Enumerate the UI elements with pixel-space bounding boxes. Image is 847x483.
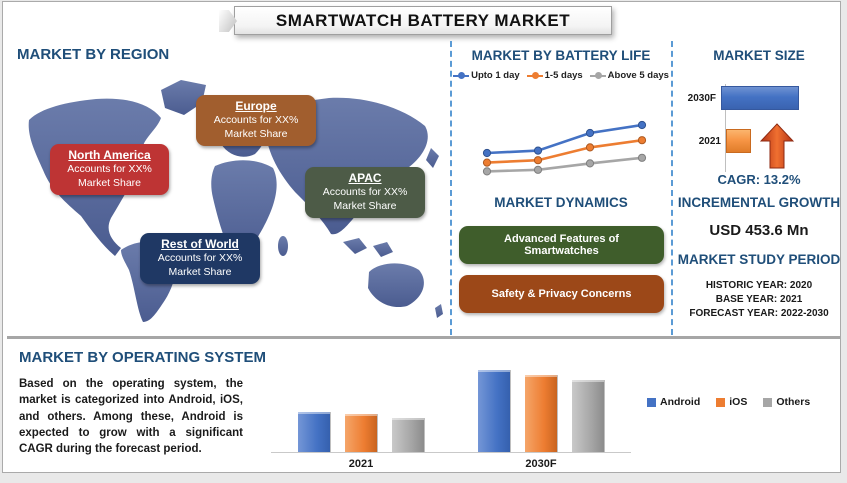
x-axis-label-2021: 2021 bbox=[348, 458, 374, 470]
study-period-rows: HISTORIC YEAR: 2020 BASE YEAR: 2021 FORE… bbox=[667, 279, 847, 322]
bar-category-label: 2021 bbox=[698, 135, 721, 147]
legend-label: Upto 1 day bbox=[471, 70, 520, 81]
region-share-line2: Market Share bbox=[77, 176, 142, 189]
vertical-divider-left bbox=[450, 41, 452, 335]
battery-life-line-chart bbox=[482, 120, 647, 176]
battery-chart-legend: Upto 1 day 1-5 days Above 5 days bbox=[452, 70, 670, 81]
region-name: APAC bbox=[348, 171, 382, 185]
market-size-row-2030f: 2030F bbox=[683, 86, 799, 110]
historic-year: HISTORIC YEAR: 2020 bbox=[705, 280, 813, 291]
battery-section-heading: MARKET BY BATTERY LIFE bbox=[471, 48, 651, 63]
region-share-line2: Market Share bbox=[168, 265, 232, 278]
incremental-growth-value: USD 453.6 Mn bbox=[709, 222, 809, 239]
os-chart-baseline bbox=[271, 452, 631, 453]
region-box-europe: Europe Accounts for XX% Market Share bbox=[196, 95, 316, 147]
region-section-heading: MARKET BY REGION bbox=[17, 46, 170, 63]
cagr-value: CAGR: 13.2% bbox=[717, 172, 801, 187]
bar-ios-2021 bbox=[345, 414, 377, 452]
region-share-line1: Accounts for XX% bbox=[67, 163, 152, 175]
incremental-growth-heading: INCREMENTAL GROWTH bbox=[677, 195, 841, 210]
region-name: Europe bbox=[235, 99, 277, 113]
legend-item-upto-1-day: Upto 1 day bbox=[453, 70, 520, 81]
market-size-bar-2021 bbox=[726, 129, 751, 153]
horizontal-divider bbox=[7, 336, 840, 339]
driver-pill-safety-privacy: Safety & Privacy Concerns bbox=[459, 275, 664, 313]
legend-item-android: Android bbox=[647, 396, 700, 408]
driver-label: Advanced Features of Smartwatches bbox=[504, 233, 619, 257]
line-marker-icon bbox=[589, 72, 606, 79]
os-section-heading: MARKET BY OPERATING SYSTEM bbox=[19, 349, 266, 366]
region-box-rest-of-world: Rest of World Accounts for XX% Market Sh… bbox=[140, 233, 260, 285]
region-share-line1: Accounts for XX% bbox=[213, 114, 299, 126]
bar-android-2021 bbox=[298, 412, 330, 452]
os-bar-group-2021 bbox=[271, 342, 451, 452]
os-chart-legend: Android iOS Others bbox=[647, 396, 837, 408]
legend-item-ios: iOS bbox=[716, 396, 747, 408]
growth-arrow-icon bbox=[760, 123, 794, 169]
market-size-axis bbox=[725, 84, 726, 172]
legend-label: 1-5 days bbox=[544, 70, 583, 81]
market-size-row-2021: 2021 bbox=[688, 129, 751, 153]
line-marker-icon bbox=[526, 72, 543, 79]
legend-label: Android bbox=[660, 396, 701, 408]
legend-label: Above 5 days bbox=[607, 70, 669, 81]
legend-label: Others bbox=[776, 396, 811, 408]
bar-ios-2030f bbox=[525, 375, 557, 452]
vertical-divider-right bbox=[671, 41, 673, 335]
line-marker-icon bbox=[453, 72, 470, 79]
x-axis-label-2030f: 2030F bbox=[525, 458, 557, 470]
region-share-line1: Accounts for XX% bbox=[322, 186, 408, 198]
page-title: SMARTWATCH BATTERY MARKET bbox=[275, 10, 571, 30]
legend-item-others: Others bbox=[763, 396, 810, 408]
forecast-year: FORECAST YEAR: 2022-2030 bbox=[689, 308, 829, 320]
region-share-line2: Market Share bbox=[333, 199, 397, 212]
title-banner: SMARTWATCH BATTERY MARKET bbox=[219, 6, 612, 35]
region-share-line2: Market Share bbox=[224, 127, 288, 140]
others-swatch-icon bbox=[763, 397, 773, 407]
bar-android-2030f bbox=[478, 370, 510, 452]
driver-pill-advanced-features: Advanced Features of Smartwatches bbox=[459, 226, 664, 264]
ios-swatch-icon bbox=[716, 397, 726, 407]
legend-item-above-5-days: Above 5 days bbox=[589, 70, 669, 81]
os-bar-group-2030f bbox=[451, 342, 631, 452]
bar-others-2021 bbox=[392, 418, 424, 452]
infographic-frame: SMARTWATCH BATTERY MARKET MARKET BY REGI… bbox=[2, 1, 841, 473]
bar-others-2030f bbox=[572, 380, 604, 452]
os-section-paragraph: Based on the operating system, the marke… bbox=[19, 378, 243, 456]
base-year: BASE YEAR: 2021 bbox=[715, 294, 803, 306]
banner-fold-decoration bbox=[219, 10, 237, 32]
os-chart-x-labels: 2021 2030F bbox=[271, 458, 631, 470]
study-period-heading: MARKET STUDY PERIOD bbox=[677, 252, 841, 267]
region-name: Rest of World bbox=[161, 237, 239, 251]
legend-label: iOS bbox=[729, 396, 748, 408]
region-name: North America bbox=[68, 148, 151, 162]
android-swatch-icon bbox=[647, 397, 656, 407]
driver-label: Safety & Privacy Concerns bbox=[491, 288, 632, 300]
region-box-apac: APAC Accounts for XX% Market Share bbox=[305, 167, 425, 219]
market-size-heading: MARKET SIZE bbox=[713, 48, 805, 63]
bar-category-label: 2030F bbox=[687, 92, 716, 104]
dynamics-section-heading: MARKET DYNAMICS bbox=[494, 195, 628, 210]
region-box-north-america: North America Accounts for XX% Market Sh… bbox=[50, 144, 169, 196]
bar-cluster bbox=[271, 342, 451, 452]
market-size-bar-2030f bbox=[721, 86, 799, 110]
os-bar-chart bbox=[271, 342, 631, 452]
legend-item-1-5-days: 1-5 days bbox=[526, 70, 583, 81]
region-share-line1: Accounts for XX% bbox=[157, 252, 243, 264]
bar-cluster bbox=[451, 342, 631, 452]
